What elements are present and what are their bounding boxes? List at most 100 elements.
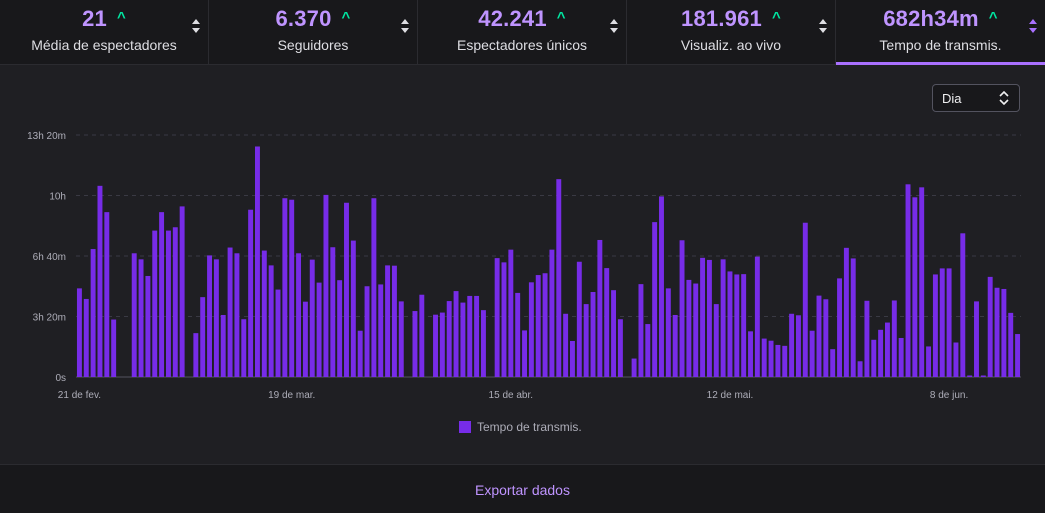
chart-bar[interactable] bbox=[693, 283, 699, 377]
chart-bar[interactable] bbox=[193, 333, 199, 377]
chart-bar[interactable] bbox=[364, 286, 370, 377]
chart-bar[interactable] bbox=[700, 257, 706, 377]
chart-bar[interactable] bbox=[385, 265, 391, 377]
chart-bar[interactable] bbox=[83, 298, 89, 377]
chart-bar[interactable] bbox=[843, 247, 849, 377]
chart-bar[interactable] bbox=[131, 253, 137, 377]
chart-bar[interactable] bbox=[528, 282, 534, 377]
stat-unique-viewers[interactable]: 42.241 ^ Espectadores únicos bbox=[418, 0, 627, 64]
chart-bar[interactable] bbox=[570, 341, 575, 377]
chart-bar[interactable] bbox=[234, 253, 240, 377]
chart-bar[interactable] bbox=[480, 310, 486, 377]
export-data-link[interactable]: Exportar dados bbox=[475, 482, 570, 498]
chart-bar[interactable] bbox=[665, 288, 671, 377]
chart-bar[interactable] bbox=[453, 291, 459, 377]
chart-bar[interactable] bbox=[775, 344, 781, 377]
chart-bar[interactable] bbox=[659, 196, 664, 377]
chart-bar[interactable] bbox=[439, 312, 445, 377]
chart-bar[interactable] bbox=[556, 179, 562, 377]
chart-bar[interactable] bbox=[515, 292, 521, 377]
chart-bar[interactable] bbox=[152, 230, 158, 377]
chart-bar[interactable] bbox=[316, 282, 322, 377]
chart-bar[interactable] bbox=[754, 256, 760, 377]
chart-bar[interactable] bbox=[857, 361, 863, 377]
chart-bar[interactable] bbox=[768, 340, 774, 377]
chart-bar[interactable] bbox=[563, 313, 569, 377]
chart-bar[interactable] bbox=[309, 259, 315, 377]
stat-live-views[interactable]: 181.961 ^ Visualiz. ao vivo bbox=[627, 0, 836, 64]
sort-icon[interactable] bbox=[610, 19, 618, 33]
chart-bar[interactable] bbox=[179, 206, 185, 377]
chart-bar[interactable] bbox=[604, 268, 610, 377]
chart-bar[interactable] bbox=[261, 250, 267, 377]
chart-bar[interactable] bbox=[837, 278, 842, 377]
chart-bar[interactable] bbox=[419, 294, 425, 377]
chart-bar[interactable] bbox=[460, 302, 466, 377]
chart-bar[interactable] bbox=[761, 338, 767, 377]
chart-bar[interactable] bbox=[597, 239, 603, 377]
chart-bar[interactable] bbox=[111, 319, 117, 377]
chart-bar[interactable] bbox=[241, 319, 247, 377]
chart-bar[interactable] bbox=[255, 146, 260, 378]
chart-bar[interactable] bbox=[590, 292, 596, 377]
chart-bar[interactable] bbox=[878, 329, 884, 377]
chart-bar[interactable] bbox=[864, 300, 870, 377]
chart-bar[interactable] bbox=[926, 346, 932, 377]
chart-bar[interactable] bbox=[905, 184, 911, 377]
chart-bar[interactable] bbox=[850, 258, 856, 377]
chart-bar[interactable] bbox=[645, 324, 651, 377]
chart-bar[interactable] bbox=[378, 284, 384, 377]
period-select[interactable]: Dia bbox=[932, 84, 1020, 112]
chart-bar[interactable] bbox=[138, 259, 144, 377]
chart-bar[interactable] bbox=[686, 279, 692, 377]
chart-bar[interactable] bbox=[994, 287, 1000, 377]
chart-bar[interactable] bbox=[549, 249, 555, 377]
chart-bar[interactable] bbox=[816, 295, 822, 377]
chart-bar[interactable] bbox=[494, 258, 500, 377]
chart-bar[interactable] bbox=[1001, 288, 1007, 377]
sort-icon[interactable] bbox=[819, 19, 827, 33]
chart-bar[interactable] bbox=[337, 280, 343, 377]
chart-bar[interactable] bbox=[891, 300, 897, 377]
chart-bar[interactable] bbox=[522, 330, 527, 377]
chart-bar[interactable] bbox=[289, 199, 295, 377]
chart-bar[interactable] bbox=[371, 198, 377, 377]
chart-bar[interactable] bbox=[980, 375, 986, 377]
chart-bar[interactable] bbox=[939, 268, 945, 377]
chart-bar[interactable] bbox=[302, 301, 308, 377]
chart-bar[interactable] bbox=[823, 299, 829, 377]
chart-bar[interactable] bbox=[809, 330, 815, 377]
chart-bar[interactable] bbox=[227, 247, 233, 377]
chart-bar[interactable] bbox=[412, 311, 418, 377]
chart-bar[interactable] bbox=[542, 273, 548, 377]
chart-bar[interactable] bbox=[433, 314, 438, 377]
chart-bar[interactable] bbox=[200, 297, 206, 377]
chart-bar[interactable] bbox=[268, 265, 274, 377]
chart-bar[interactable] bbox=[720, 259, 726, 377]
chart-bar[interactable] bbox=[159, 212, 165, 377]
sort-icon[interactable] bbox=[401, 19, 409, 33]
chart-bar[interactable] bbox=[76, 288, 82, 377]
chart-bar[interactable] bbox=[974, 301, 979, 378]
chart-bar[interactable] bbox=[248, 209, 254, 377]
sort-icon[interactable] bbox=[192, 19, 200, 33]
stat-avg-viewers[interactable]: 21 ^ Média de espectadores bbox=[0, 0, 209, 64]
chart-bar[interactable] bbox=[789, 313, 795, 377]
chart-bar[interactable] bbox=[946, 268, 952, 377]
stat-stream-time[interactable]: 682h34m ^ Tempo de transmis. bbox=[836, 0, 1045, 65]
chart-bar[interactable] bbox=[727, 271, 733, 377]
stat-followers[interactable]: 6.370 ^ Seguidores bbox=[209, 0, 418, 64]
chart-bar[interactable] bbox=[885, 322, 890, 377]
chart-bar[interactable] bbox=[912, 197, 918, 377]
chart-bar[interactable] bbox=[617, 319, 623, 377]
chart-bar[interactable] bbox=[830, 349, 836, 377]
chart-bar[interactable] bbox=[932, 274, 938, 377]
chart-bar[interactable] bbox=[1008, 312, 1014, 377]
chart-bar[interactable] bbox=[323, 194, 329, 377]
chart-bar[interactable] bbox=[672, 314, 678, 377]
chart-bar[interactable] bbox=[898, 337, 904, 377]
chart-bar[interactable] bbox=[172, 227, 178, 377]
chart-bar[interactable] bbox=[296, 253, 302, 377]
chart-bar[interactable] bbox=[207, 255, 212, 377]
chart-bar[interactable] bbox=[652, 222, 658, 377]
